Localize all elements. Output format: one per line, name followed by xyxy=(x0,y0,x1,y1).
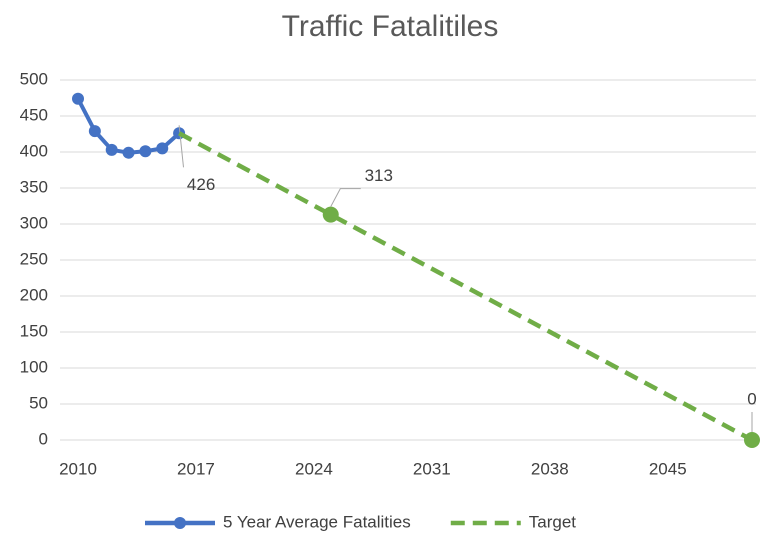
point xyxy=(139,145,152,158)
x-tick-label: 2038 xyxy=(531,459,569,478)
series-line xyxy=(178,131,754,442)
y-tick-label: 250 xyxy=(20,249,48,268)
legend-label: 5 Year Average Fatalities xyxy=(223,512,411,531)
x-tick-label: 2017 xyxy=(177,459,215,478)
point xyxy=(88,125,101,138)
x-tick-label: 2045 xyxy=(649,459,687,478)
leader-line xyxy=(330,188,361,207)
legend-marker xyxy=(174,517,186,529)
y-tick-label: 200 xyxy=(20,285,48,304)
y-tick-label: 100 xyxy=(20,357,48,376)
y-tick-label: 150 xyxy=(20,321,48,340)
point xyxy=(156,142,169,155)
y-tick-label: 500 xyxy=(20,69,48,88)
y-tick-label: 350 xyxy=(20,177,48,196)
y-tick-label: 450 xyxy=(20,105,48,124)
legend-label: Target xyxy=(529,512,577,531)
y-tick-label: 300 xyxy=(20,213,48,232)
data-label: 313 xyxy=(365,166,393,185)
point xyxy=(72,92,84,105)
x-tick-label: 2010 xyxy=(59,459,97,478)
chart-title: Traffic Fatalitiles xyxy=(282,10,499,43)
point xyxy=(105,143,118,156)
data-label: 426 xyxy=(187,175,215,194)
y-tick-label: 400 xyxy=(20,141,48,160)
y-tick-label: 0 xyxy=(39,429,48,448)
x-tick-label: 2024 xyxy=(295,459,333,478)
point xyxy=(744,432,760,448)
data-label: 0 xyxy=(747,389,756,408)
point xyxy=(322,206,339,223)
y-tick-label: 50 xyxy=(29,393,48,412)
point xyxy=(122,146,135,159)
x-tick-label: 2031 xyxy=(413,459,451,478)
